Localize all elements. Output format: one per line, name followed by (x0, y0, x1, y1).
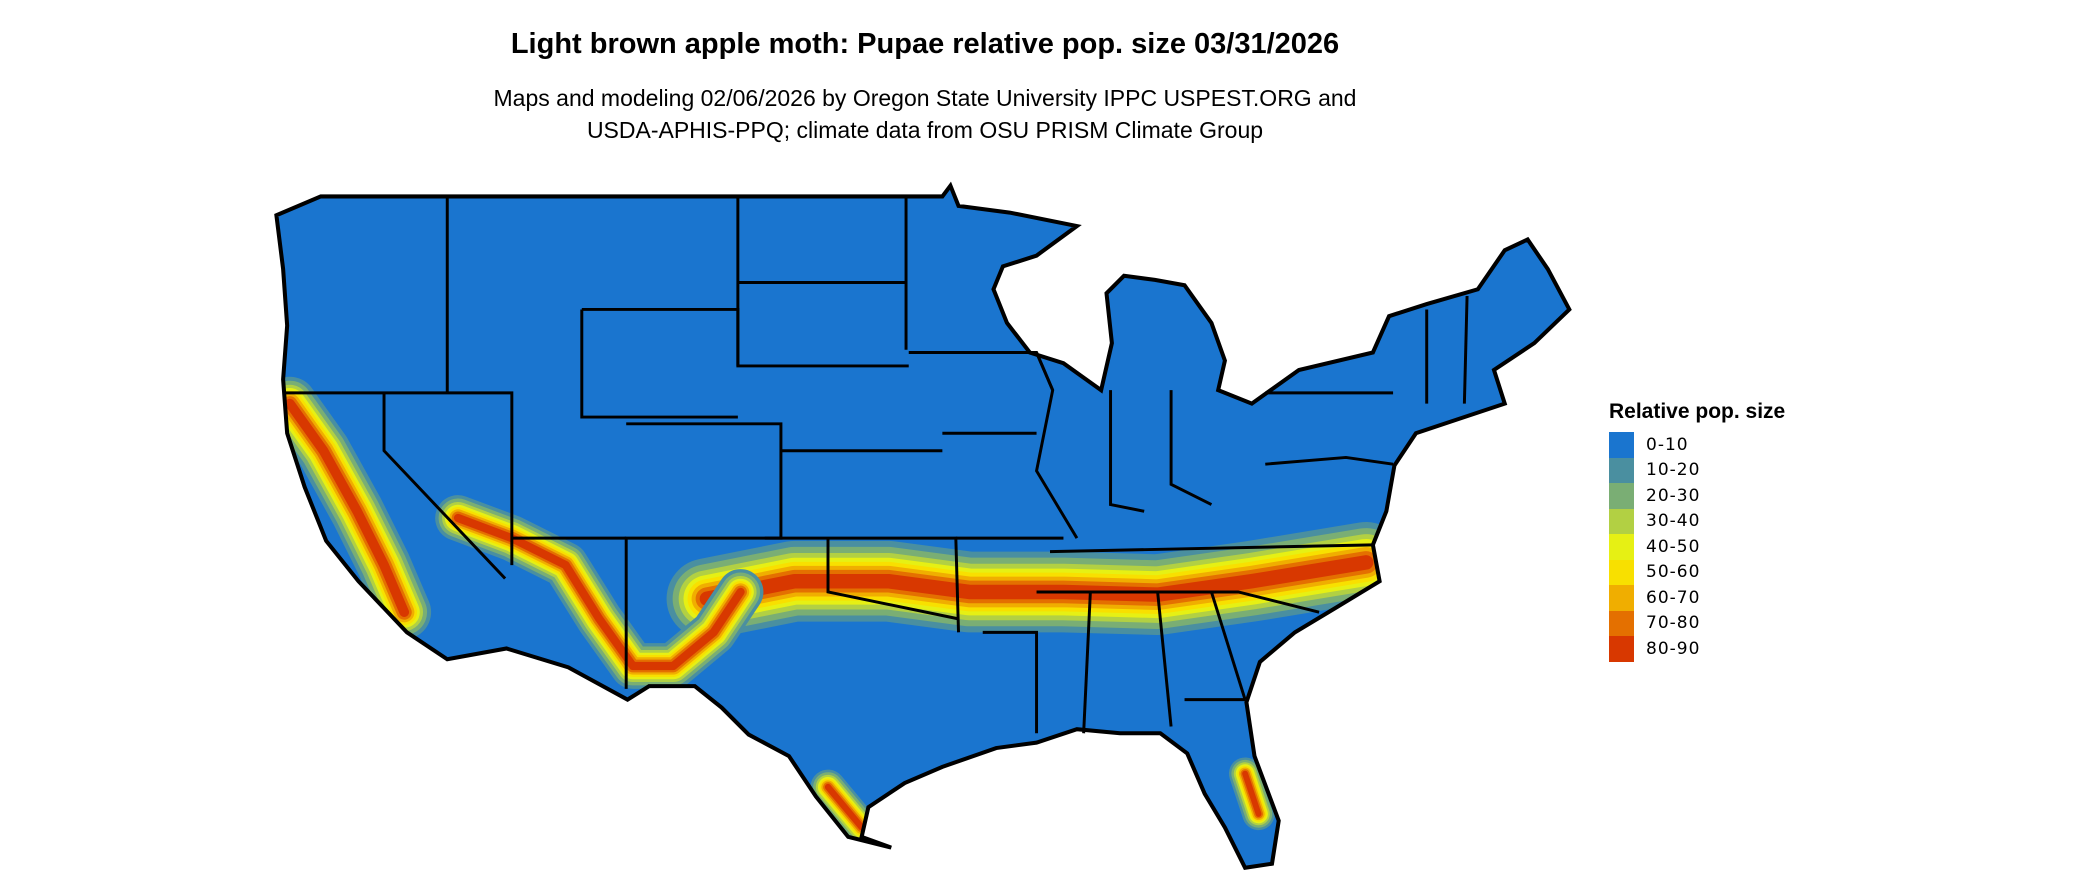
legend-swatch (1609, 483, 1634, 509)
state-borders (285, 196, 1469, 734)
population-band (1242, 770, 1262, 817)
legend-item: 40-50 (1609, 534, 1785, 560)
state-border (1036, 590, 1320, 614)
state-border (1034, 351, 1079, 539)
state-border (1156, 591, 1173, 727)
state-border (982, 630, 1039, 734)
legend-swatch (1609, 508, 1634, 534)
legend-swatch (1609, 610, 1634, 636)
legend-item: 80-90 (1609, 636, 1785, 662)
legend-swatch (1609, 432, 1634, 458)
state-border (1049, 543, 1373, 554)
legend-label: 20-30 (1646, 485, 1701, 506)
state-border (1265, 455, 1394, 466)
legend-label: 80-90 (1646, 638, 1701, 659)
legend-label: 50-60 (1646, 562, 1701, 583)
legend-swatch (1609, 559, 1634, 585)
state-border (1210, 591, 1247, 701)
legend-item: 0-10 (1609, 432, 1785, 458)
state-border (382, 392, 507, 580)
legend-item: 30-40 (1609, 508, 1785, 534)
legend-item: 50-60 (1609, 559, 1785, 585)
legend-item: 20-30 (1609, 483, 1785, 509)
legend-label: 60-70 (1646, 587, 1701, 608)
population-bands (276, 376, 1407, 845)
state-border (285, 391, 514, 566)
legend: Relative pop. size 0-10 10-20 20-30 30-40 40… (1609, 400, 1785, 662)
state-border (826, 538, 959, 621)
legend-swatch (1609, 534, 1634, 560)
state-border (580, 309, 738, 419)
state-border (736, 196, 909, 368)
legend-label: 30-40 (1646, 511, 1701, 532)
state-border (1169, 390, 1213, 506)
population-band (824, 783, 865, 831)
map-subtitle-line-2: USDA-APHIS-PPQ; climate data from OSU PR… (586, 117, 1264, 143)
legend-label: 70-80 (1646, 613, 1701, 634)
legend-title: Relative pop. size (1609, 400, 1786, 423)
legend-label: 40-50 (1646, 536, 1701, 557)
legend-item: 10-20 (1609, 457, 1785, 483)
population-band (453, 513, 745, 671)
state-border (1082, 591, 1092, 734)
state-border (1109, 390, 1145, 513)
legend-swatch (1609, 585, 1634, 611)
map-subtitle-line-1: Maps and modeling 02/06/2026 by Oregon S… (493, 85, 1357, 111)
population-band (285, 398, 410, 618)
national-border (274, 181, 1572, 870)
legend-item: 60-70 (1609, 585, 1785, 611)
state-border (1462, 295, 1469, 404)
population-band (699, 555, 1374, 606)
legend-swatch (1609, 457, 1634, 483)
legend-label: 10-20 (1646, 460, 1701, 481)
legend-swatch (1609, 636, 1634, 662)
map-title: Light brown apple moth: Pupae relative p… (510, 28, 1340, 60)
legend-item: 70-80 (1609, 610, 1785, 636)
legend-label: 0-10 (1646, 434, 1689, 455)
